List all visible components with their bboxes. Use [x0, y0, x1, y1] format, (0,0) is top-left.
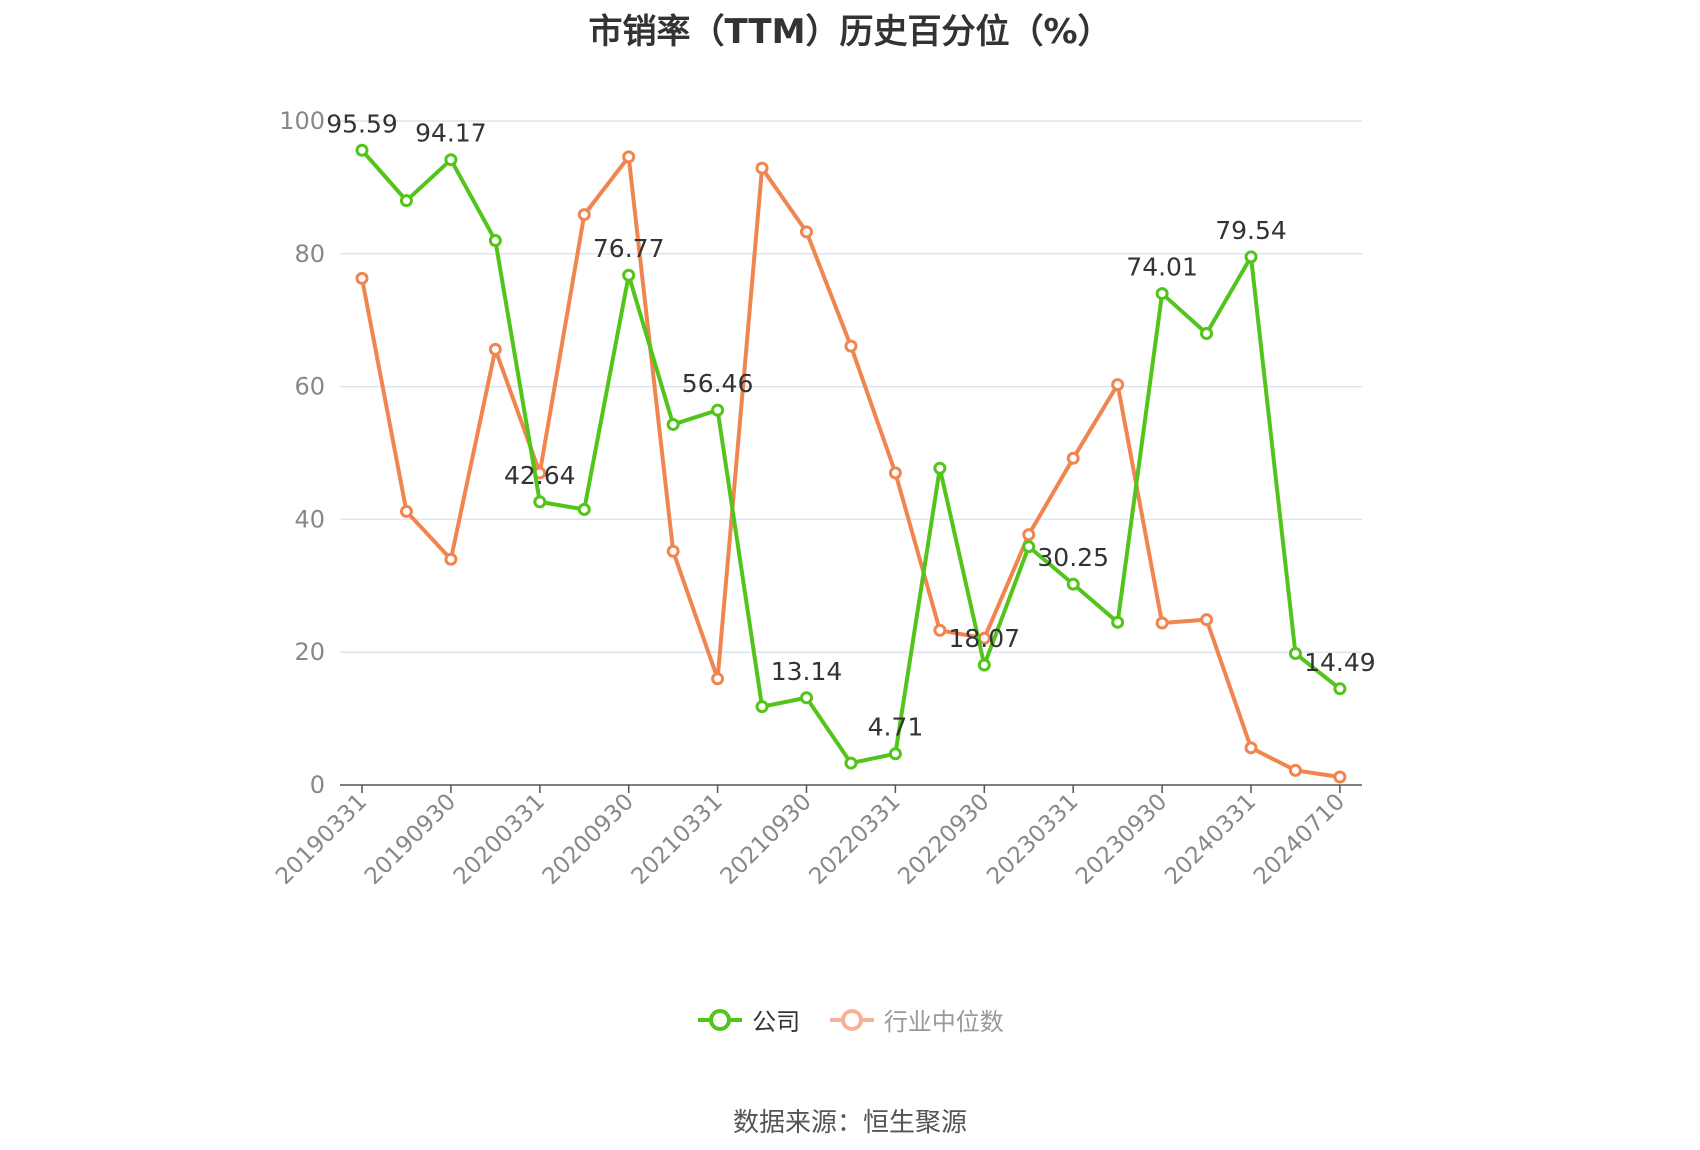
point-company-20210930 [800, 691, 813, 705]
point-company-20220930 [977, 658, 991, 672]
point-industry-20240630 [1288, 763, 1302, 777]
data-label-company-20230331: 30.25 [1037, 543, 1109, 572]
point-company-20230630 [1111, 615, 1125, 629]
data-label-company-20190331: 95.59 [326, 109, 398, 138]
point-industry-20190630 [399, 504, 413, 518]
point-company-20190331 [355, 143, 369, 157]
point-industry-20230930 [1155, 616, 1169, 630]
point-company-20230331 [1066, 577, 1080, 591]
point-industry-20230331 [1066, 451, 1080, 465]
data-label-company-20240331: 79.54 [1215, 216, 1287, 245]
x-tick-label-20220331: 20220331 [804, 789, 905, 890]
point-company-20221231 [1022, 540, 1036, 554]
grid-layer [340, 120, 1362, 653]
data-label-company-20220930: 18.07 [949, 624, 1021, 653]
point-industry-20230630 [1111, 378, 1125, 392]
y-tick-label-20: 20 [294, 638, 325, 666]
legend-marker-industry [829, 1008, 874, 1031]
point-industry-20221231 [1022, 528, 1036, 542]
point-company-20200331 [533, 495, 547, 509]
y-tick-label-60: 60 [294, 373, 325, 401]
point-company-20240331 [1244, 250, 1258, 264]
x-tick-label-20210331: 20210331 [627, 789, 728, 890]
data-label-company-20200331: 42.64 [504, 461, 576, 490]
point-industry-20191231 [488, 342, 502, 356]
legend-label-industry: 行业中位数 [883, 1008, 1004, 1036]
point-industry-20201231 [666, 544, 680, 558]
label-layer: 95.59 94.17 42.64 76.77 56.46 13.14 4.71 18.07 3… [326, 109, 1375, 741]
legend-item-company[interactable]: 公司 [696, 1002, 800, 1037]
point-industry-20240331 [1244, 741, 1258, 755]
point-company-20191231 [488, 234, 502, 248]
data-label-company-20230930: 74.01 [1126, 253, 1198, 282]
point-industry-20210930 [800, 225, 813, 239]
point-industry-20190930 [444, 552, 458, 566]
data-source: 数据来源：恒生聚源 [732, 1108, 967, 1138]
point-company-20201231 [666, 417, 680, 431]
y-tick-label-100: 100 [279, 107, 325, 135]
point-company-20220331 [888, 747, 902, 761]
point-company-20200630 [577, 502, 591, 516]
data-label-company-20190930: 94.17 [415, 119, 487, 148]
point-industry-20190331 [355, 271, 369, 285]
y-tick-label-0: 0 [310, 771, 325, 799]
legend-item-industry[interactable]: 行业中位数 [828, 1002, 1004, 1037]
x-tick-label-20210930: 20210930 [716, 789, 817, 890]
point-industry-20231231 [1200, 613, 1214, 627]
data-label-company-20210331: 56.46 [682, 369, 754, 398]
point-industry-20200630 [577, 208, 591, 222]
point-company-20240630 [1288, 647, 1302, 661]
x-tick-label-20230331: 20230331 [982, 789, 1083, 890]
x-tick-label-20190331: 20190331 [271, 789, 372, 890]
legend: 公司 行业中位数 [0, 1002, 1700, 1040]
axis-layer: 0 20 40 60 80 100 2019033120190930202003312020… [271, 107, 1362, 890]
x-tick-label-20240710: 20240710 [1249, 789, 1350, 890]
x-tick-label-20240331: 20240331 [1160, 789, 1261, 890]
point-industry-20210630 [755, 161, 769, 175]
y-tick-label-80: 80 [294, 240, 325, 268]
point-industry-20211231 [844, 339, 858, 353]
x-tick-label-20200930: 20200930 [538, 789, 639, 890]
data-label-company-20220331: 4.71 [868, 713, 924, 742]
chart-title: 市销率（TTM）历史百分位（%） [588, 12, 1112, 52]
point-company-20240710 [1333, 682, 1347, 696]
point-industry-20220331 [888, 466, 902, 480]
point-company-20211231 [844, 756, 858, 770]
series-line-company [360, 148, 1342, 766]
data-label-company-20200930: 76.77 [593, 234, 665, 263]
point-company-20200930 [622, 268, 636, 282]
point-company-20190930 [444, 153, 458, 167]
x-tick-label-20220930: 20220930 [893, 789, 994, 890]
point-company-20220630 [933, 461, 947, 475]
point-industry-20210331 [711, 672, 725, 686]
y-tick-label-40: 40 [294, 505, 325, 533]
data-label-company-20210930: 13.14 [771, 657, 843, 686]
point-industry-20200930 [622, 150, 636, 164]
point-company-20190630 [399, 194, 413, 208]
x-tick-label-20230930: 20230930 [1071, 789, 1172, 890]
point-company-20230930 [1155, 287, 1169, 301]
point-industry-20240710 [1333, 770, 1347, 784]
legend-label-company: 公司 [752, 1008, 801, 1036]
data-label-company-20240710: 14.49 [1304, 648, 1376, 677]
point-industry-20220630 [933, 623, 947, 637]
legend-marker-company [698, 1008, 743, 1031]
point-company-20210331 [711, 403, 725, 417]
x-tick-label-20200331: 20200331 [449, 789, 550, 890]
series-layer [355, 143, 1347, 784]
point-company-20210630 [755, 700, 769, 714]
x-tick-label-20190930: 20190930 [360, 789, 461, 890]
point-company-20231231 [1200, 326, 1214, 340]
